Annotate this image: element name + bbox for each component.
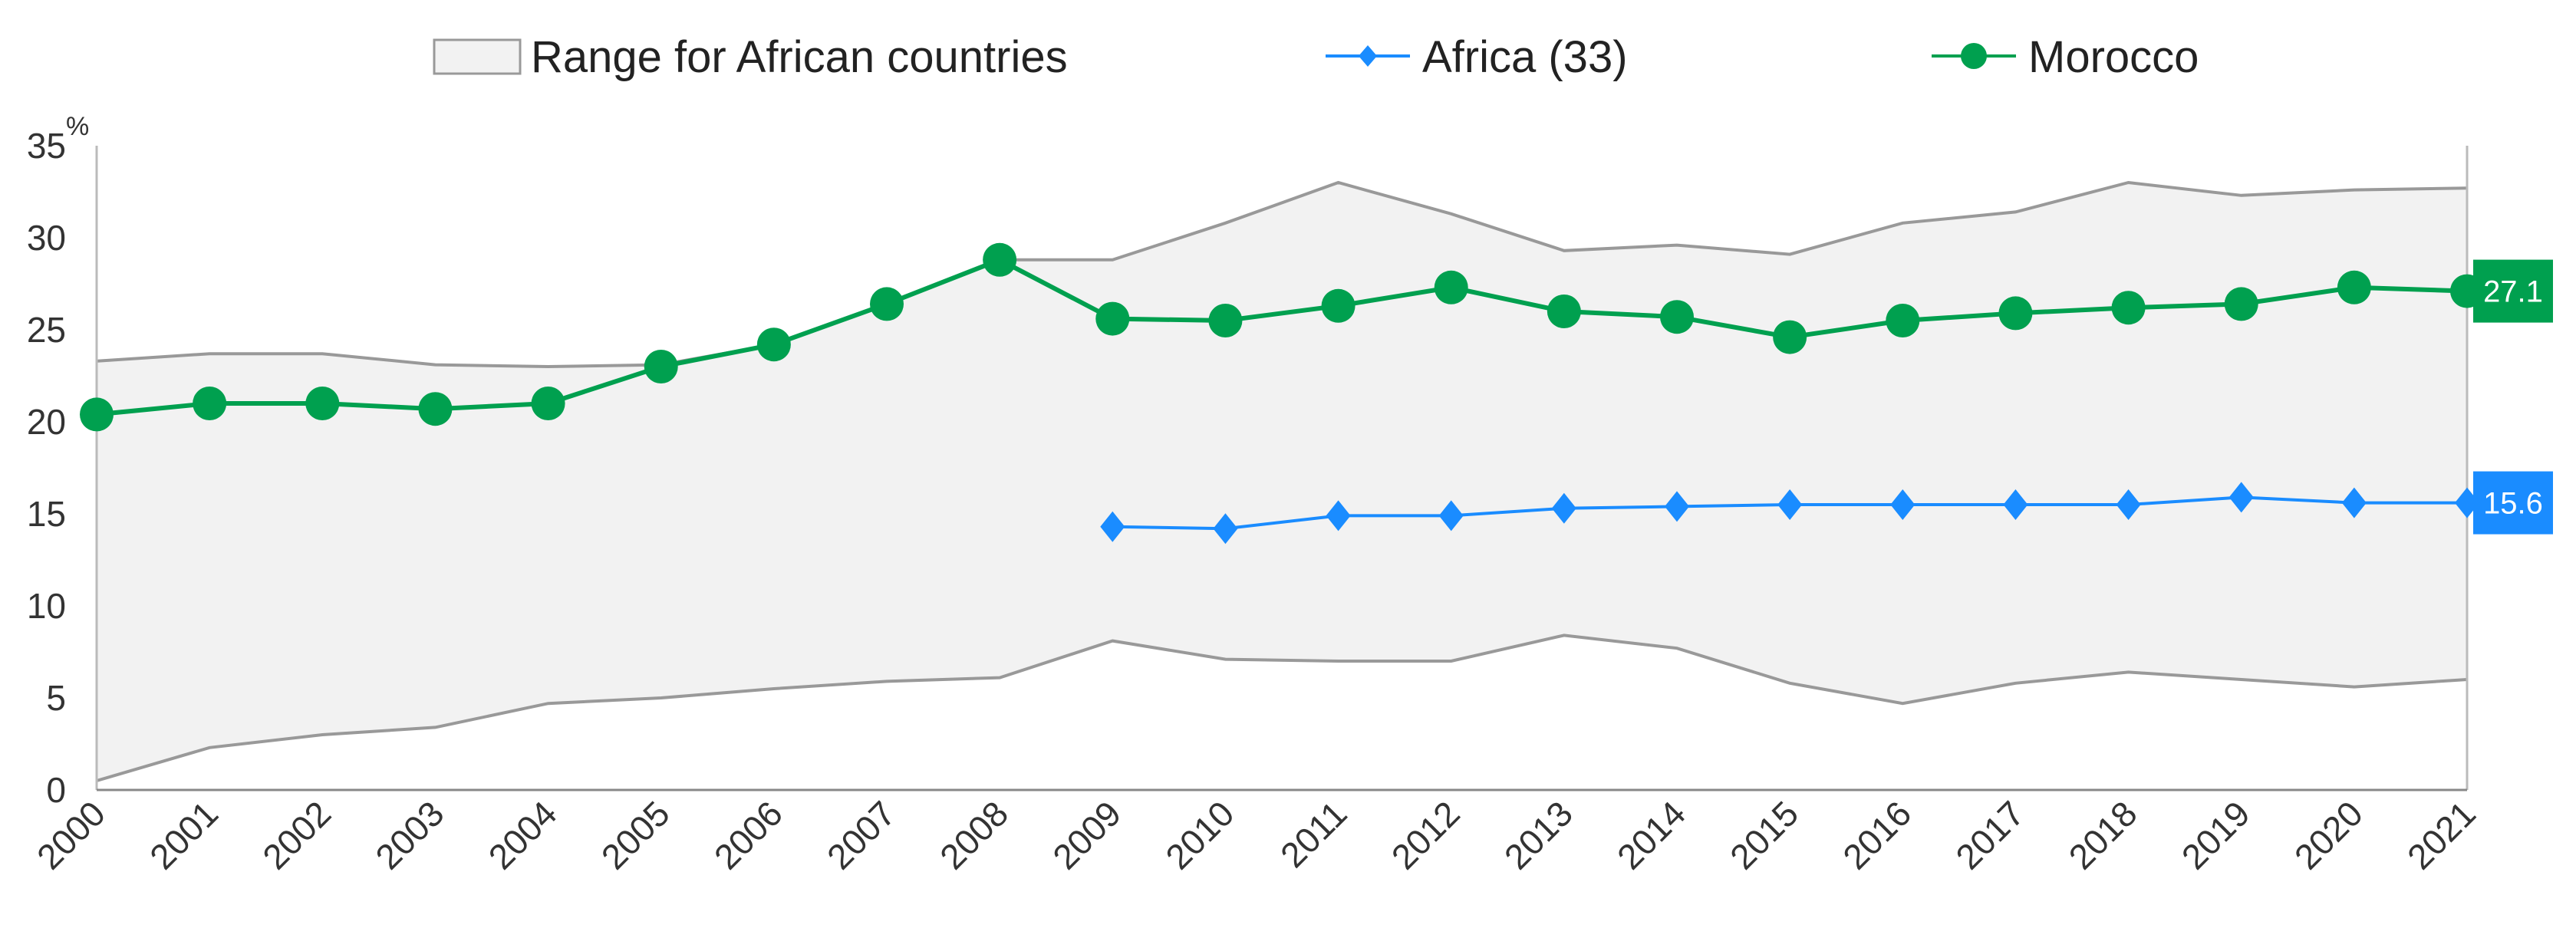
data-point-africa (1777, 489, 1803, 520)
y-axis-unit-label: % (66, 112, 89, 141)
x-tick-label: 2016 (1835, 793, 1919, 877)
x-tick-label: 2008 (932, 793, 1016, 877)
x-tick-label: 2006 (707, 793, 790, 877)
x-tick-label: 2015 (1722, 793, 1806, 877)
legend-item-morocco[interactable]: Morocco (1932, 32, 2199, 82)
series-line-morocco (96, 257, 2468, 417)
x-tick-label: 2014 (1609, 793, 1693, 877)
data-point-morocco (2337, 270, 2371, 304)
end-label-box-morocco (2473, 259, 2553, 323)
data-point-morocco (1547, 295, 1581, 328)
x-axis: 2000 2001 2002 2003 2004 2005 2006 2007 2008 2009… (29, 793, 2483, 877)
legend-item-range[interactable]: Range for African countries (433, 32, 1068, 82)
y-tick-label: 20 (27, 402, 66, 442)
data-point-africa (1213, 513, 1238, 545)
legend-marker-africa (1359, 45, 1377, 67)
legend-label-range: Range for African countries (531, 32, 1068, 82)
x-tick-label: 2002 (255, 793, 338, 877)
data-point-morocco (1208, 304, 1243, 337)
data-point-africa (1100, 511, 1125, 542)
data-point-morocco (870, 287, 904, 321)
x-tick-label: 2013 (1497, 793, 1580, 877)
x-tick-label: 2003 (367, 793, 451, 877)
data-point-africa (1438, 500, 1464, 531)
data-point-morocco (1660, 300, 1694, 334)
x-tick-label: 2000 (29, 793, 113, 877)
data-point-morocco (1434, 270, 1468, 304)
data-point-morocco (644, 350, 678, 383)
y-axis: % 0 5 10 15 20 25 30 35 (27, 112, 89, 810)
x-tick-label: 2012 (1384, 793, 1468, 877)
data-point-morocco (305, 387, 340, 420)
data-point-morocco (756, 327, 791, 362)
data-point-morocco (193, 387, 227, 420)
legend-item-africa[interactable]: Africa (33) (1326, 32, 1628, 82)
data-point-africa (2228, 482, 2254, 513)
end-label-box-africa (2473, 471, 2553, 535)
data-point-morocco (983, 242, 1017, 277)
range-band (97, 183, 2467, 781)
data-point-morocco (1886, 304, 1920, 337)
data-point-africa (1326, 500, 1351, 531)
data-point-morocco (418, 392, 453, 426)
data-point-africa (2341, 487, 2367, 518)
y-tick-label: 5 (46, 678, 66, 718)
legend-swatch-range (433, 38, 522, 75)
end-label-morocco: 27.1 (2483, 275, 2543, 309)
data-point-africa (1665, 491, 1689, 522)
y-tick-label: 15 (27, 494, 66, 534)
data-point-morocco (1773, 320, 1807, 354)
data-point-africa (1551, 492, 1576, 524)
x-tick-label: 2001 (142, 793, 226, 877)
x-tick-label: 2010 (1158, 793, 1241, 877)
x-tick-label: 2018 (2061, 793, 2145, 877)
range-min-line (96, 633, 2468, 782)
x-tick-label: 2004 (481, 793, 565, 877)
data-point-africa (2116, 489, 2141, 520)
x-tick-label: 2020 (2287, 793, 2370, 877)
x-tick-label: 2005 (594, 793, 677, 877)
end-label-africa: 15.6 (2483, 487, 2543, 521)
x-tick-label: 2007 (819, 793, 903, 877)
x-tick-label: 2021 (2400, 793, 2483, 877)
y-tick-label: 25 (27, 310, 66, 350)
x-tick-label: 2017 (1948, 793, 2031, 877)
plot-area (95, 146, 2469, 791)
data-point-morocco (2111, 291, 2146, 325)
data-point-morocco (1321, 288, 1356, 323)
data-point-morocco (2224, 287, 2258, 321)
data-point-morocco (1998, 296, 2033, 331)
legend-label-morocco: Morocco (2028, 32, 2199, 82)
legend-label-africa: Africa (33) (1422, 32, 1628, 82)
range-max-line (96, 180, 2468, 369)
data-point-africa (1890, 489, 1916, 520)
data-point-morocco (531, 387, 565, 420)
y-tick-label: 10 (27, 586, 66, 626)
end-labels: 15.6 27.1 (2473, 259, 2553, 535)
legend-marker-morocco (1961, 43, 1987, 69)
x-tick-label: 2019 (2174, 793, 2258, 877)
data-point-morocco (80, 397, 114, 432)
y-tick-label: 35 (27, 126, 66, 166)
data-point-morocco (1095, 301, 1130, 336)
y-tick-label: 0 (46, 770, 66, 810)
legend: Range for African countries Africa (33) … (433, 32, 2199, 82)
series-layer (80, 242, 2484, 545)
x-tick-label: 2009 (1045, 793, 1128, 877)
data-point-africa (2003, 489, 2028, 520)
y-tick-label: 30 (27, 218, 66, 258)
x-tick-label: 2011 (1273, 793, 1355, 875)
